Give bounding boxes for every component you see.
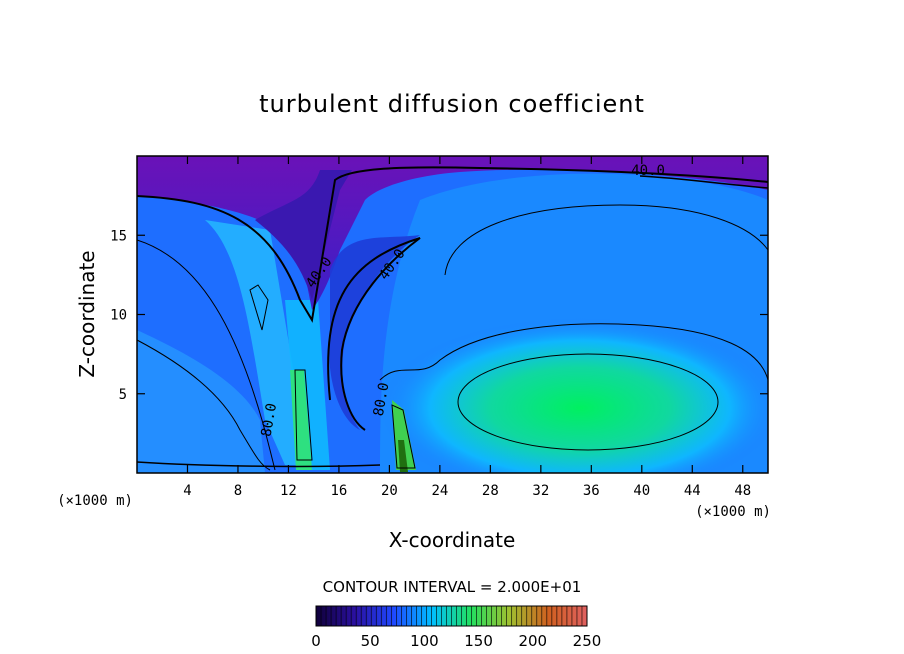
- contour-label: 80.0: [259, 402, 281, 438]
- y-tick-label: 10: [110, 308, 127, 324]
- field-anvil-core: [380, 318, 768, 473]
- x-tick-label: 28: [482, 483, 499, 499]
- y-tick-label: 5: [119, 387, 127, 403]
- contour-line: [379, 323, 768, 381]
- x-tick-label: 12: [280, 483, 297, 499]
- x-tick-label: 4: [183, 483, 191, 499]
- colorbar-tick-label: 100: [410, 632, 439, 650]
- y-axis: 5 10 15: [110, 228, 768, 403]
- contour-label: 80.0: [371, 381, 393, 417]
- colorbar: 0 50 100 150 200 250: [311, 605, 602, 650]
- colorbar-tick-label: 0: [311, 632, 321, 650]
- y-axis-unit: (×1000 m): [57, 493, 133, 509]
- x-tick-label: 44: [684, 483, 701, 499]
- contour-line: [457, 353, 719, 451]
- y-axis-label: Z-coordinate: [75, 250, 99, 377]
- field-updraft-core: [255, 170, 352, 300]
- x-tick-label: 16: [330, 483, 347, 499]
- field-surface-peak: [392, 400, 416, 470]
- field-surface-core: [398, 440, 408, 472]
- contour-line: [391, 404, 416, 469]
- contour-line: [444, 204, 768, 276]
- x-axis-label: X-coordinate: [389, 528, 516, 552]
- x-tick-label: 24: [431, 483, 448, 499]
- field-inner-shear: [329, 235, 420, 430]
- x-tick-label: 48: [734, 483, 751, 499]
- contour-line: [639, 175, 768, 189]
- contour-line: [137, 166, 768, 323]
- field-column-light: [205, 220, 300, 465]
- x-axis: 4 8 12 16 20 24 28 32 36 40 44 48: [183, 156, 751, 499]
- contours: [137, 166, 768, 471]
- colorbar-tick-label: 250: [573, 632, 602, 650]
- contour-interval-text: CONTOUR INTERVAL = 2.000E+01: [323, 578, 582, 596]
- contour-line: [137, 461, 381, 468]
- field-west-lobe: [137, 330, 265, 473]
- x-tick-label: 8: [234, 483, 242, 499]
- x-tick-label: 20: [381, 483, 398, 499]
- contour-line: [137, 339, 271, 471]
- y-tick-label: 15: [110, 228, 127, 244]
- plot-area: 40.0 40.040.080.080.0: [137, 156, 768, 473]
- contour-label: 40.0: [631, 163, 665, 179]
- contour-line: [137, 239, 276, 471]
- x-tick-label: 32: [532, 483, 549, 499]
- colorbar-tick-label: 200: [518, 632, 547, 650]
- x-axis-unit: (×1000 m): [695, 504, 771, 520]
- contour-line: [249, 284, 269, 331]
- colorbar-tick-label: 150: [464, 632, 493, 650]
- chart-title: turbulent diffusion coefficient: [259, 90, 645, 118]
- contour-line: [327, 237, 421, 431]
- x-tick-label: 40: [633, 483, 650, 499]
- field-upper-layer: [137, 156, 768, 310]
- colorbar-tick-label: 50: [361, 632, 380, 650]
- x-tick-label: 36: [583, 483, 600, 499]
- contour-line: [294, 369, 313, 461]
